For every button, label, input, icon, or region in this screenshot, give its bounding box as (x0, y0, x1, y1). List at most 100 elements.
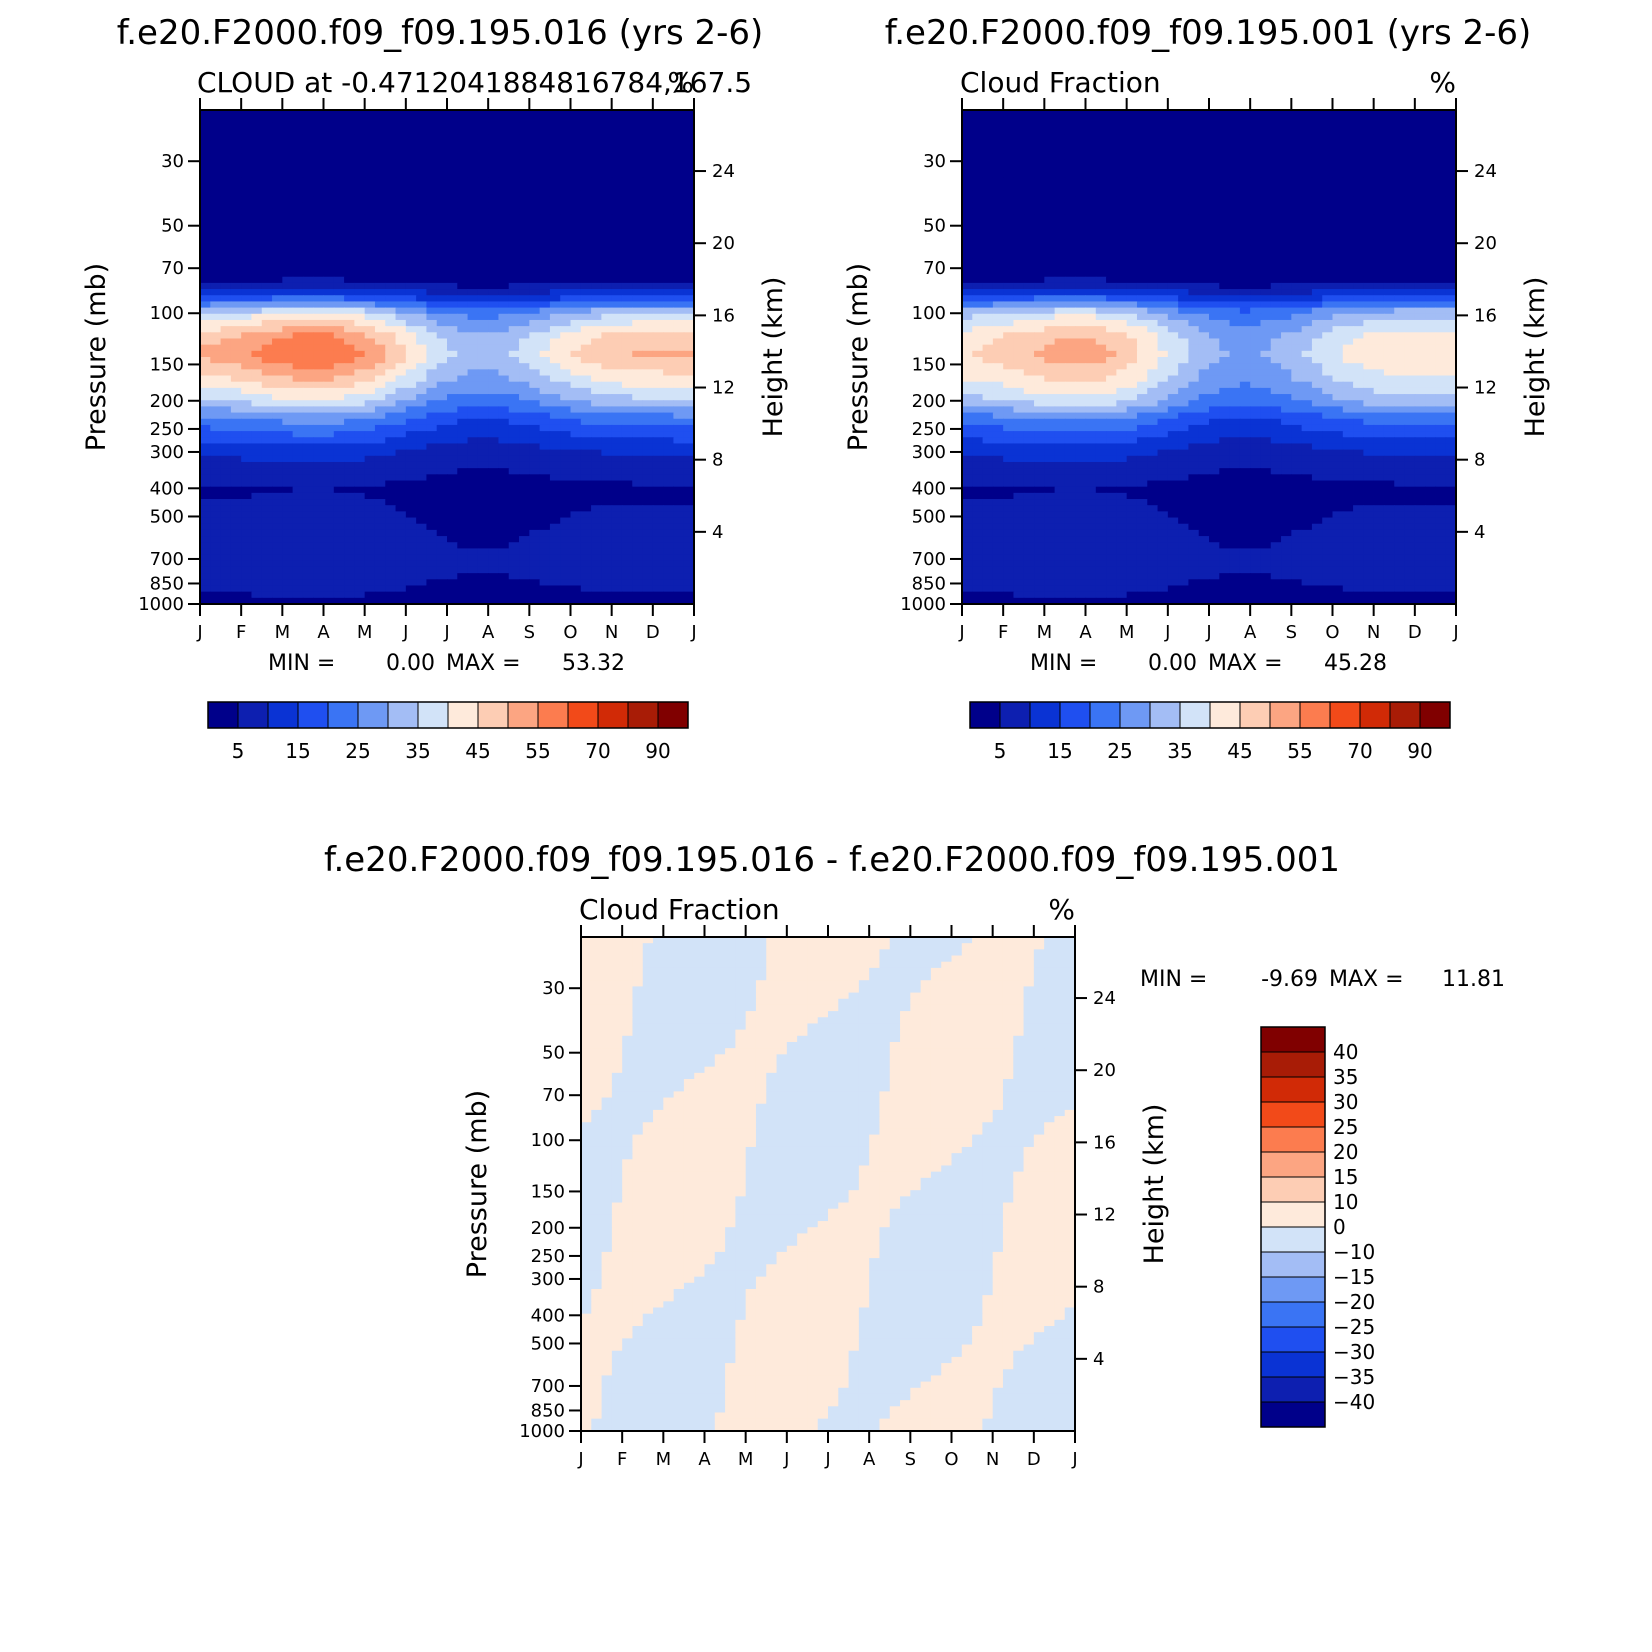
field-cell (1250, 165, 1262, 173)
field-cell (1075, 221, 1087, 228)
field-cell (611, 424, 623, 432)
field-cell (652, 523, 664, 531)
field-cell (282, 177, 294, 185)
field-cell (519, 282, 530, 290)
panel-2-units: % (1429, 66, 1456, 99)
field-cell (539, 412, 551, 420)
field-cell (683, 375, 694, 383)
field-cell (652, 338, 664, 346)
field-cell (1260, 196, 1272, 204)
field-cell (683, 171, 694, 179)
field-cell (210, 122, 222, 130)
field-cell (652, 153, 664, 160)
field-cell (251, 486, 263, 494)
field-cell (385, 221, 397, 228)
field-cell (220, 418, 232, 426)
field-cell (508, 289, 520, 296)
field-cell (354, 147, 366, 154)
field-cell (385, 233, 397, 241)
field-cell (601, 363, 613, 370)
field-cell (519, 499, 530, 506)
field-cell (1414, 221, 1426, 228)
field-cell (621, 585, 633, 593)
field-cell (539, 387, 551, 395)
field-cell (519, 295, 530, 303)
field-cell (447, 245, 458, 253)
field-cell (663, 153, 675, 160)
field-cell (611, 153, 623, 160)
field-cell (663, 252, 675, 259)
field-cell (272, 344, 283, 352)
field-cell (529, 171, 541, 179)
field-cell (560, 128, 572, 136)
field-cell (477, 122, 489, 130)
field-cell (416, 153, 428, 160)
field-cell (251, 307, 263, 315)
field-cell (313, 461, 325, 469)
field-cell (621, 239, 633, 247)
field-cell (611, 529, 623, 537)
field-cell (498, 357, 510, 364)
field-cell (467, 208, 479, 216)
field-cell (1147, 196, 1159, 204)
field-cell (488, 517, 500, 525)
field-cell (673, 443, 685, 451)
field-cell (364, 159, 376, 167)
field-cell (241, 282, 253, 290)
field-cell (426, 258, 438, 265)
field-cell (1034, 140, 1045, 148)
field-cell (611, 282, 623, 290)
field-cell (323, 486, 335, 494)
field-cell (313, 412, 325, 420)
field-cell (488, 387, 500, 395)
field-cell (570, 177, 582, 185)
field-cell (272, 153, 283, 160)
field-cell (519, 134, 530, 142)
field-cell (673, 536, 685, 543)
field-cell (261, 153, 273, 160)
field-cell (611, 122, 623, 130)
field-cell (416, 542, 428, 550)
field-cell (549, 468, 561, 475)
field-cell (560, 363, 572, 370)
field-cell (652, 591, 664, 599)
field-cell (621, 184, 633, 191)
field-cell (467, 548, 479, 556)
field-cell (426, 542, 438, 550)
field-cell (1188, 202, 1200, 210)
field-cell (1219, 239, 1231, 247)
field-cell (354, 177, 366, 185)
panel-2-title: f.e20.F2000.f09_f09.195.001 (yrs 2-6) (885, 13, 1532, 53)
field-cell (663, 319, 675, 327)
field-cell (364, 529, 376, 537)
field-cell (1157, 202, 1169, 210)
field-cell (292, 449, 304, 457)
field-cell (1270, 190, 1282, 198)
field-cell (539, 171, 551, 179)
field-cell (1023, 171, 1035, 179)
field-cell (1260, 159, 1272, 167)
field-cell (210, 394, 222, 401)
field-cell (1353, 140, 1364, 148)
field-cell (549, 412, 561, 420)
field-cell (210, 523, 222, 531)
field-cell (539, 326, 551, 333)
field-cell (313, 153, 325, 160)
field-cell (282, 505, 294, 512)
field-cell (498, 208, 510, 216)
field-cell (230, 542, 242, 550)
field-cell (416, 326, 428, 333)
field-cell (683, 252, 694, 259)
field-cell (601, 289, 613, 296)
field-cell (405, 307, 417, 315)
field-cell (519, 554, 530, 562)
field-cell (601, 233, 613, 241)
field-cell (642, 387, 654, 395)
field-cell (261, 499, 273, 506)
field-cell (1013, 208, 1025, 216)
field-cell (1167, 110, 1179, 117)
field-cell (962, 128, 973, 136)
field-cell (220, 573, 232, 580)
field-cell (251, 350, 263, 358)
field-cell (344, 270, 355, 278)
